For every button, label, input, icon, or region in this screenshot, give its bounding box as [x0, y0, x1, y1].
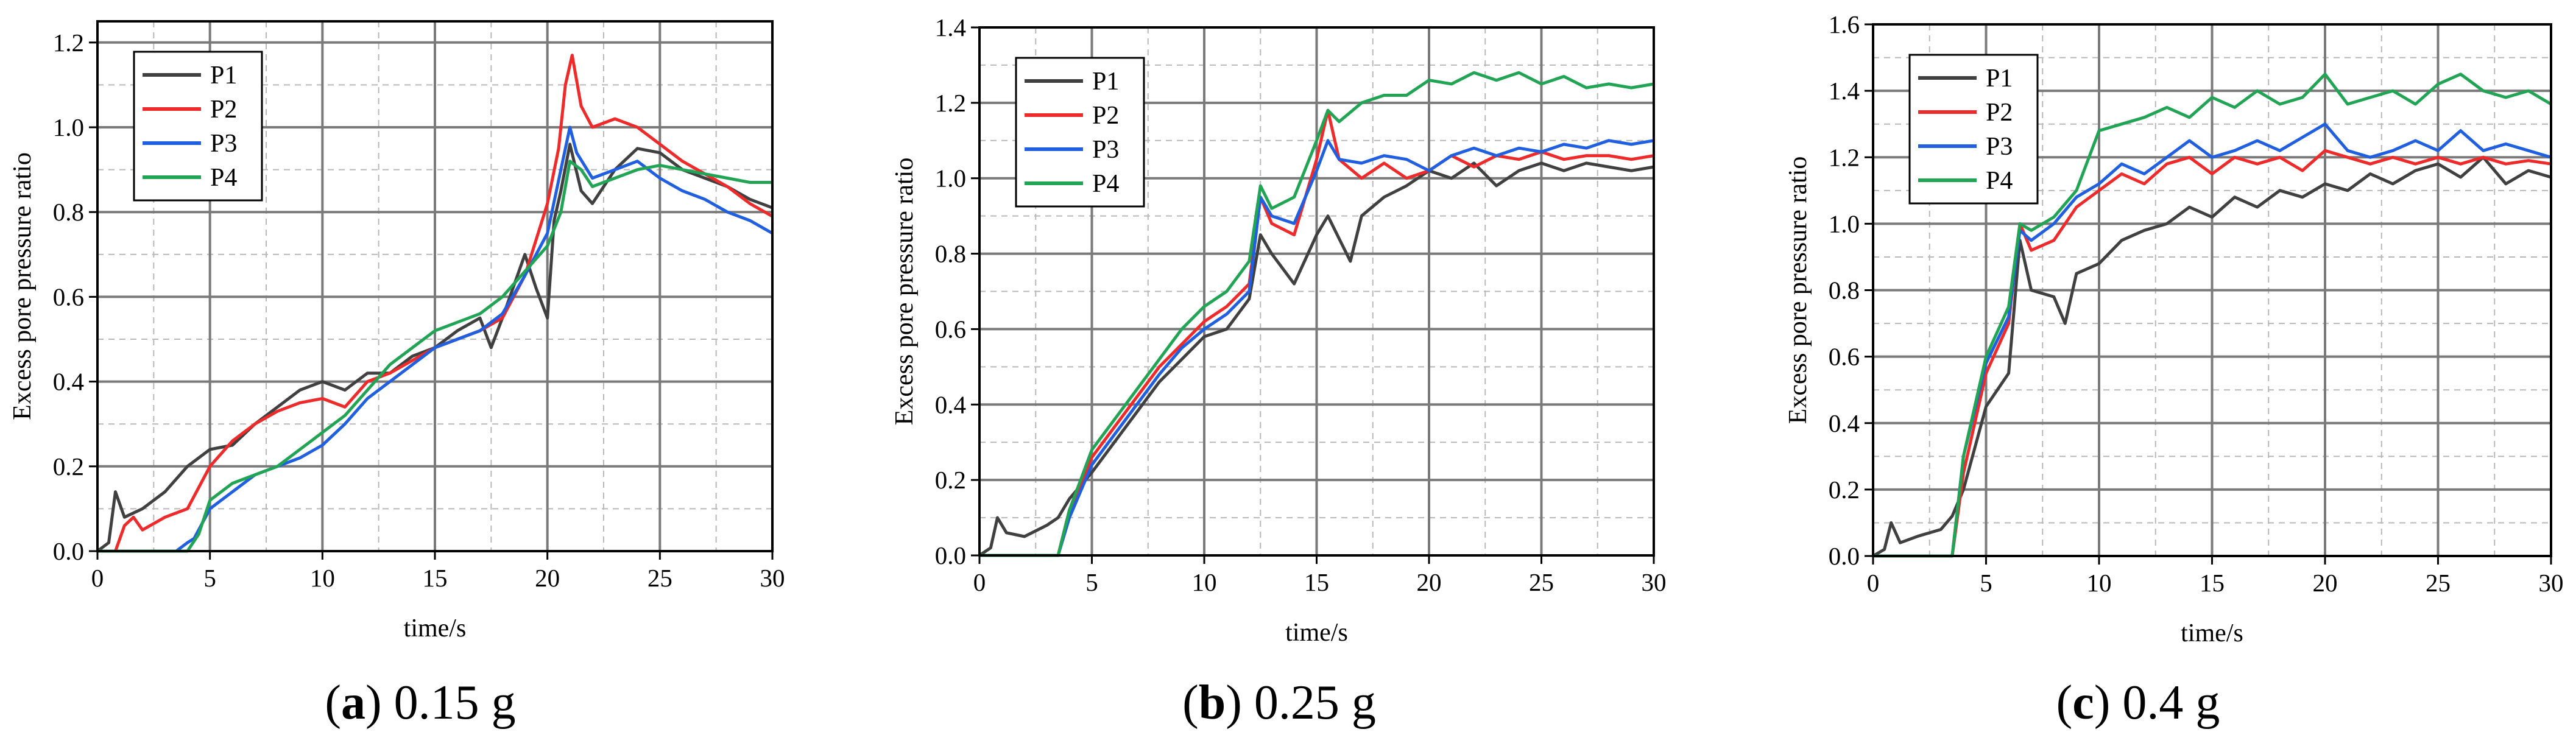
legend-label-p1: P1 [1986, 65, 2013, 93]
y-tick-label: 1.0 [1829, 209, 1860, 238]
y-tick-label: 1.0 [53, 113, 84, 141]
x-tick-label: 20 [2313, 569, 2338, 597]
caption-text: 0.4 g [2122, 676, 2220, 730]
x-tick-label: 25 [1529, 568, 1554, 596]
x-tick-label: 20 [1417, 568, 1442, 596]
x-tick-label: 30 [1642, 568, 1667, 596]
x-tick-label: 20 [535, 564, 560, 592]
y-tick-label: 0.4 [53, 368, 84, 396]
plot-area: 0 5 10 15 20 25 30 0.0 0.2 0.4 0.6 0.8 1.0 1.2 time/s E… [9, 20, 785, 642]
y-tick-label: 0.6 [53, 283, 84, 311]
chart-panel-a: 0 5 10 15 20 25 30 0.0 0.2 0.4 0.6 0.8 1.0 1.2 time/s E… [0, 0, 859, 732]
x-axis-label: time/s [404, 614, 467, 642]
x-axis-label: time/s [2181, 619, 2243, 647]
x-tick-label: 15 [1304, 568, 1329, 596]
caption-letter: c [2072, 676, 2094, 730]
series-line-p1 [978, 161, 1654, 557]
y-tick-label: 0.2 [935, 466, 966, 494]
legend-label-p2: P2 [1986, 99, 2013, 127]
y-tick-label: 0.0 [53, 537, 84, 565]
y-tick-label: 0.0 [935, 541, 966, 569]
legend-label-p4: P4 [1986, 167, 2013, 195]
legend-label-p3: P3 [1986, 133, 2013, 161]
legend-label-p4: P4 [1092, 170, 1119, 198]
x-tick-label: 0 [91, 564, 104, 592]
x-tick-label: 10 [1192, 568, 1217, 596]
caption-letter: a [341, 676, 365, 730]
y-tick-label: 0.2 [1829, 476, 1860, 504]
x-tick-label: 30 [2539, 569, 2564, 597]
legend-label-p3: P3 [1092, 136, 1119, 164]
x-axis-label: time/s [1285, 619, 1348, 647]
y-tick-label: 0.4 [1829, 409, 1860, 437]
x-tick-label: 30 [760, 564, 785, 592]
y-tick-label: 1.2 [53, 29, 84, 57]
y-tick-label: 0.8 [1829, 276, 1860, 304]
series-line-p1 [1872, 155, 2552, 558]
x-tick-label: 10 [310, 564, 335, 592]
caption: (b) 0.25 g [1182, 676, 1376, 730]
plot-area: 0 5 10 15 20 25 30 0.0 0.2 0.4 0.6 0.8 1.0 1.2 1.4 time… [891, 13, 1667, 647]
x-tick-label: 0 [973, 568, 986, 596]
y-axis-label: Excess pore pressure ratio [9, 152, 37, 420]
y-tick-label: 0.6 [1829, 343, 1860, 371]
y-tick-label: 1.2 [935, 89, 966, 117]
y-tick-label: 1.4 [1829, 77, 1860, 105]
y-tick-label: 1.6 [1829, 10, 1860, 38]
legend-label-p4: P4 [210, 164, 237, 192]
series-line-p3 [97, 125, 774, 553]
x-tick-label: 15 [423, 564, 448, 592]
x-tick-label: 15 [2200, 569, 2225, 597]
caption-text: 0.25 g [1254, 676, 1376, 730]
caption-text: 0.15 g [394, 676, 516, 730]
chart-panel-c: 0 5 10 15 20 25 30 0.0 0.2 0.4 0.6 0.8 1.0 1.2 1.4 1.6 t… [1718, 0, 2576, 732]
series-line-p4 [979, 71, 1654, 557]
y-tick-label: 1.0 [935, 164, 966, 192]
y-tick-label: 1.2 [1829, 143, 1860, 171]
y-axis-label: Excess pore pressure ratio [891, 158, 919, 426]
y-tick-label: 0.0 [1829, 542, 1860, 570]
y-tick-label: 0.6 [935, 315, 966, 343]
chart-svg-c: 0 5 10 15 20 25 30 0.0 0.2 0.4 0.6 0.8 1.0 1.2 1.4 1.6 t… [1784, 10, 2564, 730]
series-line-p4 [97, 160, 772, 553]
series-line-p1 [96, 143, 773, 552]
chart-svg-a: 0 5 10 15 20 25 30 0.0 0.2 0.4 0.6 0.8 1.0 1.2 time/s E… [9, 20, 785, 730]
legend-label-p1: P1 [1092, 68, 1119, 96]
x-tick-label: 5 [1980, 569, 1992, 597]
x-tick-label: 0 [1867, 569, 1880, 597]
legend-label-p2: P2 [210, 96, 237, 124]
y-axis-label: Excess pore pressure ratio [1784, 157, 1812, 424]
x-tick-label: 5 [203, 564, 216, 592]
series-line-p4 [1873, 72, 2552, 558]
caption-letter: b [1199, 676, 1226, 730]
y-tick-label: 0.8 [935, 240, 966, 268]
x-tick-label: 25 [648, 564, 672, 592]
chart-panel-b: 0 5 10 15 20 25 30 0.0 0.2 0.4 0.6 0.8 1.0 1.2 1.4 time… [859, 0, 1718, 732]
x-tick-label: 10 [2087, 569, 2112, 597]
y-tick-label: 0.2 [53, 452, 84, 480]
y-tick-label: 0.8 [53, 198, 84, 226]
caption: (c) 0.4 g [2056, 676, 2220, 730]
chart-svg-b: 0 5 10 15 20 25 30 0.0 0.2 0.4 0.6 0.8 1.0 1.2 1.4 time… [891, 13, 1667, 730]
legend-label-p1: P1 [210, 62, 237, 90]
series-line-p3 [979, 139, 1654, 557]
legend-label-p2: P2 [1092, 102, 1119, 130]
caption: (a) 0.15 g [325, 676, 515, 730]
legend-label-p3: P3 [210, 130, 237, 158]
x-tick-label: 5 [1085, 568, 1098, 596]
y-tick-label: 1.4 [935, 13, 966, 41]
y-tick-label: 0.4 [935, 390, 966, 418]
plot-area: 0 5 10 15 20 25 30 0.0 0.2 0.4 0.6 0.8 1.0 1.2 1.4 1.6 t… [1784, 10, 2564, 647]
x-tick-label: 25 [2426, 569, 2451, 597]
